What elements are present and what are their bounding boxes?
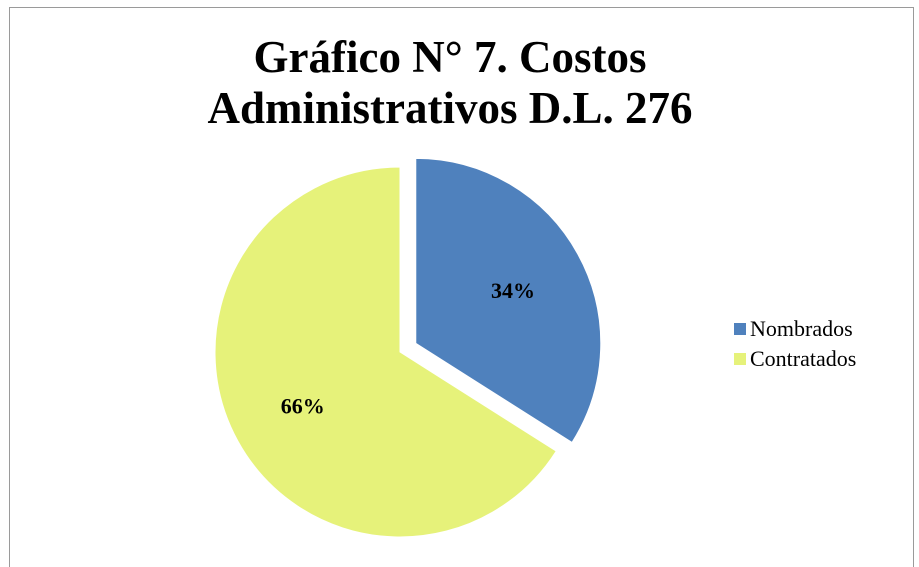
- legend: Nombrados Contratados: [734, 316, 856, 376]
- data-label-nombrados: 34%: [491, 278, 535, 303]
- legend-swatch-nombrados: [734, 323, 746, 335]
- legend-label-nombrados: Nombrados: [750, 316, 853, 341]
- legend-item-nombrados: Nombrados: [734, 316, 856, 342]
- legend-label-contratados: Contratados: [750, 346, 857, 371]
- legend-swatch-contratados: [734, 353, 746, 365]
- pie-slice-contratados: [214, 166, 557, 538]
- legend-item-contratados: Contratados: [734, 346, 856, 372]
- chart-title: Gráfico N° 7. Costos Administrativos D.L…: [207, 32, 693, 133]
- data-label-contratados: 66%: [281, 393, 325, 418]
- pie-slice-nombrados: [415, 157, 602, 444]
- chart-frame: [9, 7, 914, 567]
